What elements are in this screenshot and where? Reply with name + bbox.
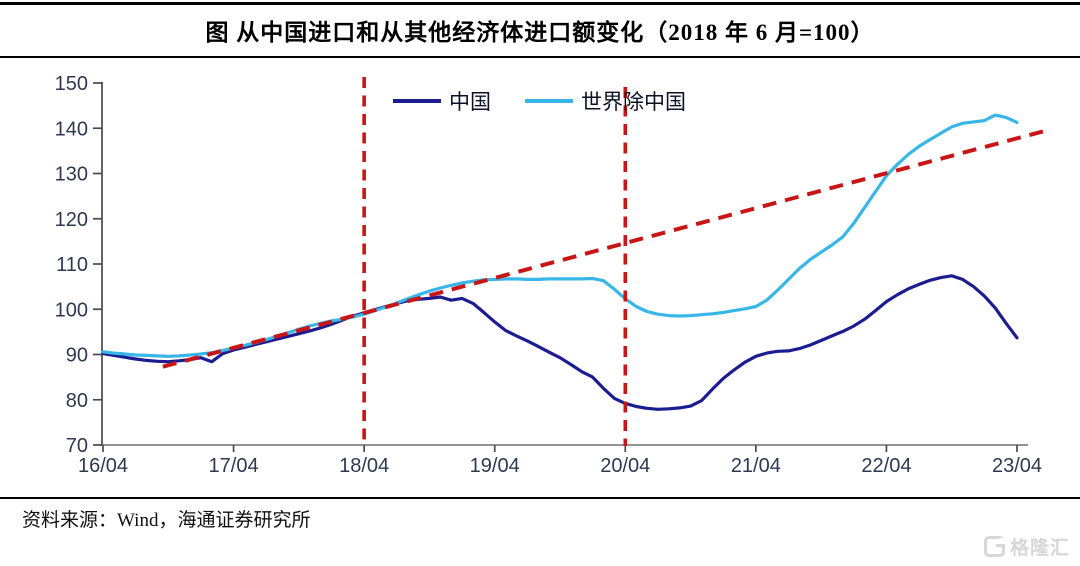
gelonghui-logo: 格隆汇	[983, 533, 1070, 560]
chart-legend: 中国 世界除中国	[393, 86, 686, 116]
y-axis-tick-label: 140	[55, 118, 88, 140]
world-ex-china-series-line	[101, 113, 1019, 358]
x-axis-tick-label: 19/04	[470, 455, 520, 477]
trend-dashed-line	[162, 127, 1051, 369]
gelonghui-logo-icon	[983, 536, 1005, 557]
x-axis-tick-label: 20/04	[600, 455, 650, 477]
legend-item-china: 中国	[393, 86, 491, 116]
legend-item-world-ex-china: 世界除中国	[525, 86, 686, 116]
y-axis-tick-label: 130	[55, 164, 88, 186]
top-rule	[0, 2, 1080, 5]
footer-rule	[0, 497, 1080, 499]
x-axis-tick-label: 22/04	[861, 455, 911, 477]
source-note: 资料来源：Wind，海通证券研究所	[22, 510, 311, 531]
y-axis-tick-label: 120	[55, 209, 88, 231]
y-axis-tick-label: 80	[66, 390, 88, 412]
y-axis-tick-label: 100	[55, 299, 88, 321]
y-axis-tick-label: 90	[66, 345, 88, 367]
x-axis-tick-label: 23/04	[992, 455, 1042, 477]
china-line-swatch	[393, 99, 441, 103]
x-axis-tick-label: 17/04	[209, 455, 259, 477]
world-ex-china-line-swatch	[525, 99, 573, 103]
x-axis-tick-label: 16/04	[78, 455, 128, 477]
x-axis-tick-label: 18/04	[339, 455, 389, 477]
legend-label-china: 中国	[449, 90, 491, 114]
y-axis-tick-label: 150	[55, 73, 88, 95]
china-series-line	[101, 274, 1019, 411]
y-axis-tick-label: 70	[66, 435, 88, 457]
legend-label-world-ex-china: 世界除中国	[581, 90, 686, 114]
title-rule	[0, 56, 1080, 58]
x-axis-tick-label: 21/04	[731, 455, 781, 477]
chart-title: 图 从中国进口和从其他经济体进口额变化（2018 年 6 月=100）	[205, 20, 875, 45]
gelonghui-logo-text: 格隆汇	[1009, 538, 1070, 559]
y-axis-tick-label: 110	[56, 254, 88, 276]
